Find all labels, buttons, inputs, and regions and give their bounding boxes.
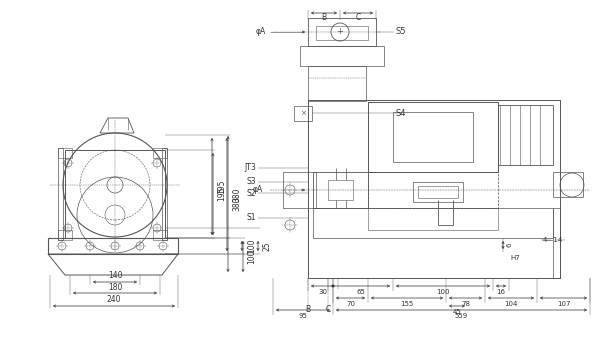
Bar xyxy=(65,150,165,238)
Text: 78: 78 xyxy=(461,301,470,307)
Text: B: B xyxy=(322,14,326,22)
Text: 195: 195 xyxy=(217,187,226,201)
Bar xyxy=(48,238,178,254)
Bar xyxy=(58,148,72,158)
Text: S4: S4 xyxy=(396,108,407,118)
Text: 380: 380 xyxy=(232,187,241,202)
Bar xyxy=(294,106,312,121)
Text: 180: 180 xyxy=(108,282,122,292)
Text: 100: 100 xyxy=(436,289,450,295)
Text: S1: S1 xyxy=(247,214,256,223)
Text: 100: 100 xyxy=(247,249,256,264)
Bar xyxy=(553,208,560,278)
Text: 6: 6 xyxy=(506,243,512,247)
Text: C: C xyxy=(355,14,361,22)
Text: 30: 30 xyxy=(319,289,328,295)
Bar xyxy=(153,230,167,240)
Bar xyxy=(58,148,63,240)
Text: 380: 380 xyxy=(232,197,241,211)
Text: 65: 65 xyxy=(356,289,365,295)
Text: 16: 16 xyxy=(497,289,505,295)
Text: 195: 195 xyxy=(217,179,226,194)
Text: 70: 70 xyxy=(346,301,355,307)
Text: 45: 45 xyxy=(452,309,461,315)
Text: S2: S2 xyxy=(247,189,256,197)
Bar xyxy=(368,172,498,208)
Bar xyxy=(316,26,368,40)
Bar xyxy=(498,105,553,165)
Text: ×: × xyxy=(300,110,306,116)
Text: +: + xyxy=(337,28,343,36)
Bar xyxy=(553,172,583,197)
Text: 240: 240 xyxy=(107,295,121,304)
Bar xyxy=(283,172,316,208)
Text: H7: H7 xyxy=(510,255,520,261)
Text: 140: 140 xyxy=(108,272,122,280)
Text: 155: 155 xyxy=(400,301,413,307)
Bar xyxy=(300,46,384,66)
Text: 100: 100 xyxy=(247,239,256,253)
Bar xyxy=(413,182,463,202)
Bar xyxy=(153,148,167,158)
Text: 107: 107 xyxy=(557,301,570,307)
Bar xyxy=(313,208,553,238)
Bar xyxy=(308,100,560,278)
Text: JT3: JT3 xyxy=(244,163,256,173)
Text: C: C xyxy=(325,306,331,315)
Text: 104: 104 xyxy=(505,301,518,307)
Bar xyxy=(308,66,366,101)
Bar xyxy=(162,148,167,240)
Bar xyxy=(418,186,458,198)
Text: 4—14: 4—14 xyxy=(543,237,563,243)
Text: B: B xyxy=(305,306,311,315)
Bar xyxy=(368,208,498,230)
Text: 95: 95 xyxy=(299,313,307,319)
Bar xyxy=(313,172,368,208)
Bar xyxy=(308,18,376,46)
Text: φA: φA xyxy=(253,186,263,195)
Bar xyxy=(328,180,353,200)
Text: 25: 25 xyxy=(262,241,271,251)
Text: S3: S3 xyxy=(247,177,256,187)
Bar xyxy=(368,102,498,172)
Bar xyxy=(58,230,72,240)
Bar xyxy=(393,112,473,162)
Text: S5: S5 xyxy=(396,28,407,36)
Text: 559: 559 xyxy=(455,313,468,319)
Text: φA: φA xyxy=(256,28,266,36)
